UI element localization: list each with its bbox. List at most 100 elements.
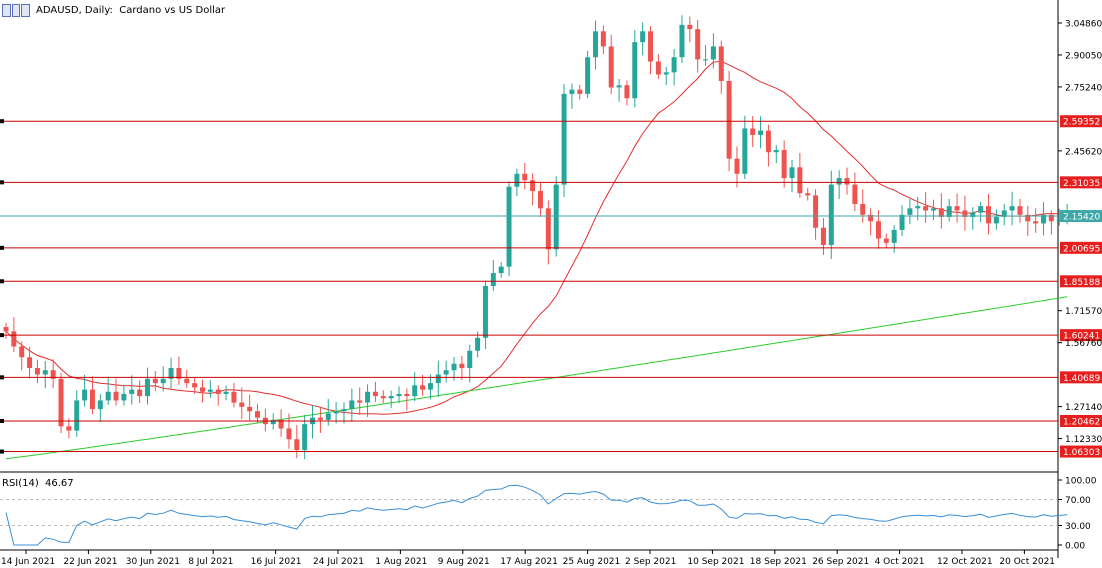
- candle: [1041, 202, 1047, 236]
- candle-body: [1056, 219, 1062, 222]
- candle: [152, 371, 158, 392]
- candle-body: [404, 393, 410, 397]
- candle: [836, 170, 842, 200]
- candle-body: [168, 368, 174, 379]
- candle-body: [930, 208, 936, 211]
- candle: [97, 394, 103, 423]
- candle-body: [514, 173, 520, 187]
- candle: [349, 388, 355, 422]
- candle: [993, 209, 999, 230]
- candle-body: [1048, 214, 1054, 222]
- candle-body: [66, 426, 72, 431]
- candle-body: [640, 31, 646, 43]
- candle-body: [1033, 221, 1039, 224]
- candle-body: [34, 368, 40, 375]
- candle-body: [349, 400, 355, 410]
- candle: [357, 387, 363, 415]
- x-tick-label: 14 Jun 2021: [1, 557, 55, 567]
- candle-body: [655, 61, 661, 75]
- y-tick-label: 2.75240: [1065, 83, 1102, 93]
- candle: [530, 173, 536, 206]
- candle: [962, 195, 968, 231]
- candle: [74, 390, 80, 437]
- candle-body: [223, 391, 229, 394]
- rsi-tick-label: 100.00: [1065, 477, 1097, 487]
- level-price-label: 1.85188: [1063, 278, 1100, 288]
- candle-body: [129, 389, 135, 394]
- candle-body: [239, 402, 245, 407]
- candle: [341, 402, 347, 424]
- candle: [396, 386, 402, 404]
- x-tick-label: 22 Jun 2021: [63, 557, 117, 567]
- candle-body: [765, 130, 771, 153]
- rsi-tick-label: 30.00: [1065, 522, 1091, 532]
- candle: [294, 425, 300, 459]
- bar-chart-icon[interactable]: [2, 3, 31, 17]
- level-price-box: [1060, 275, 1102, 288]
- x-tick-label: 20 Oct 2021: [999, 557, 1055, 567]
- candle: [66, 418, 72, 439]
- candle: [105, 376, 111, 405]
- candle: [522, 163, 528, 190]
- horizontal-levels[interactable]: [0, 119, 1058, 454]
- chart-header: ADAUSD, Daily: Cardano vs US Dollar: [2, 3, 225, 17]
- candle: [231, 382, 237, 408]
- candle-body: [773, 150, 779, 153]
- candle: [1025, 205, 1031, 237]
- level-price-label: 2.59352: [1063, 118, 1100, 128]
- candle: [50, 359, 56, 389]
- candle-body: [467, 350, 473, 369]
- candle-body: [176, 368, 182, 379]
- candle: [262, 408, 268, 432]
- candle: [907, 199, 913, 224]
- candle-body: [396, 393, 402, 397]
- candle: [813, 189, 819, 240]
- candle-body: [970, 212, 976, 217]
- candle-body: [663, 72, 669, 75]
- x-tick-label: 18 Sep 2021: [750, 557, 807, 567]
- x-tick-label: 25 Aug 2021: [563, 557, 621, 567]
- candle: [239, 387, 245, 420]
- candle-body: [852, 184, 858, 204]
- candle: [380, 390, 386, 404]
- candle: [978, 201, 984, 223]
- candle-body: [459, 363, 465, 369]
- candle-body: [137, 389, 143, 397]
- candle-body: [50, 370, 56, 379]
- candle: [365, 384, 371, 417]
- candle-body: [734, 158, 740, 174]
- level-price-label: 1.40689: [1063, 374, 1100, 384]
- candle: [1001, 203, 1007, 226]
- candle-body: [27, 357, 33, 369]
- candle-body: [561, 93, 567, 185]
- candle-body: [42, 370, 48, 375]
- candle: [420, 375, 426, 396]
- candle-body: [710, 46, 716, 60]
- candle: [891, 225, 897, 253]
- candle-body: [427, 383, 433, 390]
- y-tick-label: 1.27140: [1065, 403, 1102, 413]
- candle-body: [907, 208, 913, 215]
- time-axis: 14 Jun 2021 22 Jun 2021 30 Jun 2021 8 Jul 2…: [1, 550, 1055, 567]
- level-price-label: 1.06303: [1063, 448, 1100, 458]
- rsi-name: RSI(14): [2, 478, 39, 489]
- candle-body: [278, 419, 284, 429]
- level-price-box: [1060, 241, 1102, 254]
- candle: [137, 380, 143, 404]
- candle: [482, 280, 488, 350]
- candle: [703, 45, 709, 66]
- candle-body: [286, 428, 292, 440]
- candle: [459, 356, 465, 381]
- y-tick-label: 1.12330: [1065, 435, 1102, 445]
- candle-body: [577, 89, 583, 94]
- candle: [632, 29, 638, 108]
- candle-body: [860, 203, 866, 215]
- candle: [671, 48, 677, 86]
- candle-body: [506, 186, 512, 267]
- level-handle: [0, 449, 4, 454]
- candle: [624, 80, 630, 106]
- candle-body: [569, 89, 575, 94]
- candle: [467, 344, 473, 383]
- candle: [27, 346, 33, 379]
